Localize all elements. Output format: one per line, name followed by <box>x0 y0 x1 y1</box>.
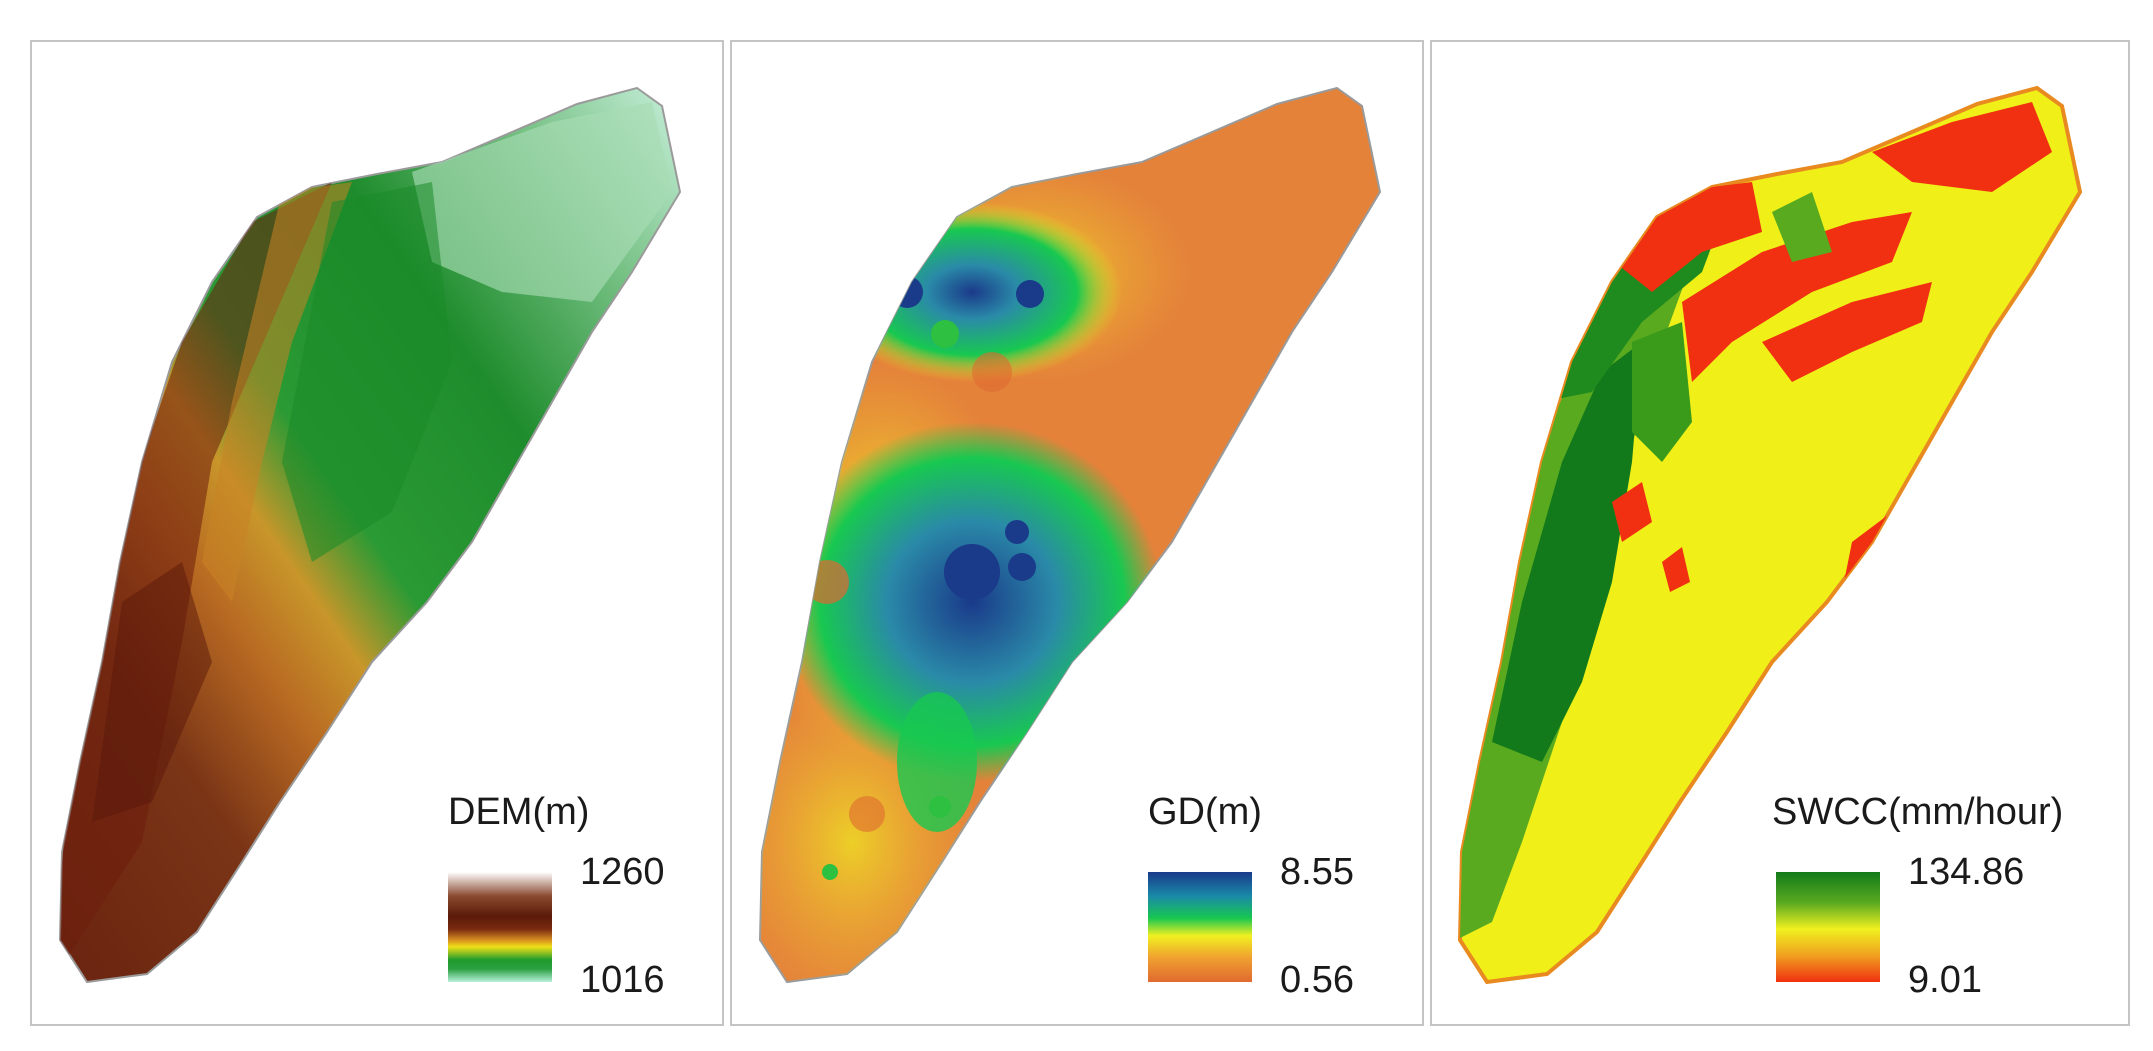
gd-legend-ramp <box>1148 872 1252 982</box>
dem-legend-min: 1016 <box>580 959 665 1001</box>
gd-legend-min: 0.56 <box>1280 959 1354 1001</box>
dem-map-panel: DEM(m) 1260 1016 <box>30 40 724 1026</box>
dem-map <box>58 86 682 984</box>
swcc-classes <box>1460 102 2052 942</box>
dem-legend-max: 1260 <box>580 851 665 893</box>
swcc-legend-title: SWCC(mm/hour) <box>1772 791 2064 833</box>
gd-map-panel: GD(m) 8.55 0.56 <box>730 40 1424 1026</box>
gd-legend-title: GD(m) <box>1148 791 1262 833</box>
gd-map <box>758 86 1382 984</box>
swcc-map <box>1457 85 2083 985</box>
gd-surface <box>760 162 1192 982</box>
swcc-legend-ramp <box>1776 872 1880 982</box>
swcc-map-panel: SWCC(mm/hour) 134.86 9.01 <box>1430 40 2130 1026</box>
swcc-legend-min: 9.01 <box>1908 959 1982 1001</box>
gd-legend-max: 8.55 <box>1280 851 1354 893</box>
swcc-legend-max: 134.86 <box>1908 851 2025 893</box>
dem-legend-ramp <box>448 872 552 982</box>
dem-texture <box>60 102 672 982</box>
dem-legend-title: DEM(m) <box>448 791 590 833</box>
